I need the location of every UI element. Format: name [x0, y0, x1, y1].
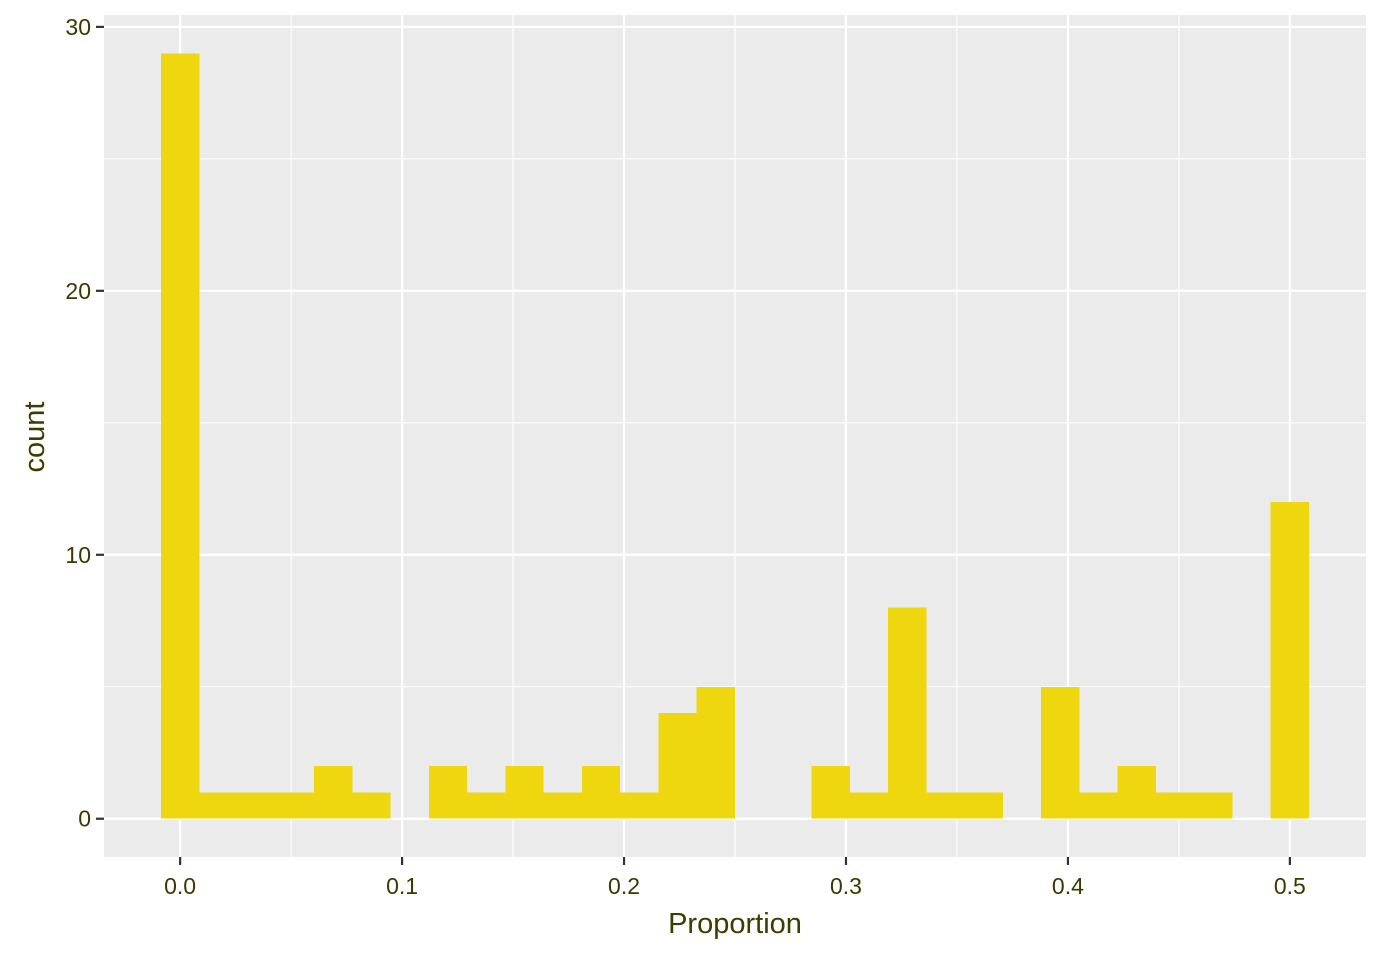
histogram-bar	[849, 792, 889, 819]
histogram-bar	[505, 765, 544, 819]
histogram-bar	[696, 686, 735, 819]
histogram-bar	[926, 792, 965, 819]
histogram-bar	[1194, 792, 1233, 819]
histogram-bar	[314, 765, 353, 819]
minor-gridlines	[104, 15, 1366, 857]
y-tick-label: 10	[65, 542, 91, 568]
histogram-bar	[620, 792, 659, 819]
x-tick-label: 0.5	[1274, 873, 1306, 899]
histogram-bar	[160, 53, 200, 819]
y-axis-title: count	[19, 402, 51, 473]
y-tick-label: 30	[65, 14, 91, 40]
x-tick-label: 0.0	[164, 873, 196, 899]
histogram-bar	[658, 713, 697, 819]
histogram-bar	[199, 792, 238, 819]
histogram-bar	[275, 792, 315, 819]
histogram-bar	[352, 792, 391, 819]
histogram-bar	[428, 765, 468, 819]
histogram-bar	[1155, 792, 1195, 819]
histogram-bar	[1079, 792, 1118, 819]
histogram-bar	[811, 765, 850, 819]
y-tick-label: 0	[78, 806, 91, 832]
histogram-bar	[543, 792, 582, 819]
histogram-bar	[581, 765, 621, 819]
x-tick-label: 0.4	[1052, 873, 1084, 899]
y-tick-label: 20	[65, 278, 91, 304]
x-axis: 0.0 0.1 0.2 0.3 0.4 0.5	[164, 857, 1306, 899]
x-axis-title: Proportion	[668, 908, 802, 940]
x-tick-label: 0.1	[386, 873, 418, 899]
histogram-bar	[964, 792, 1003, 819]
histogram-bar	[1117, 765, 1156, 819]
x-tick-label: 0.2	[608, 873, 640, 899]
histogram-bar	[888, 607, 927, 819]
histogram-bar	[1041, 686, 1080, 819]
histogram-bar	[467, 792, 506, 819]
histogram-bar	[1270, 501, 1310, 819]
histogram-bars	[160, 53, 1310, 819]
y-axis: 0 10 20 30	[65, 14, 104, 832]
histogram-bar	[237, 792, 276, 819]
x-tick-label: 0.3	[830, 873, 862, 899]
